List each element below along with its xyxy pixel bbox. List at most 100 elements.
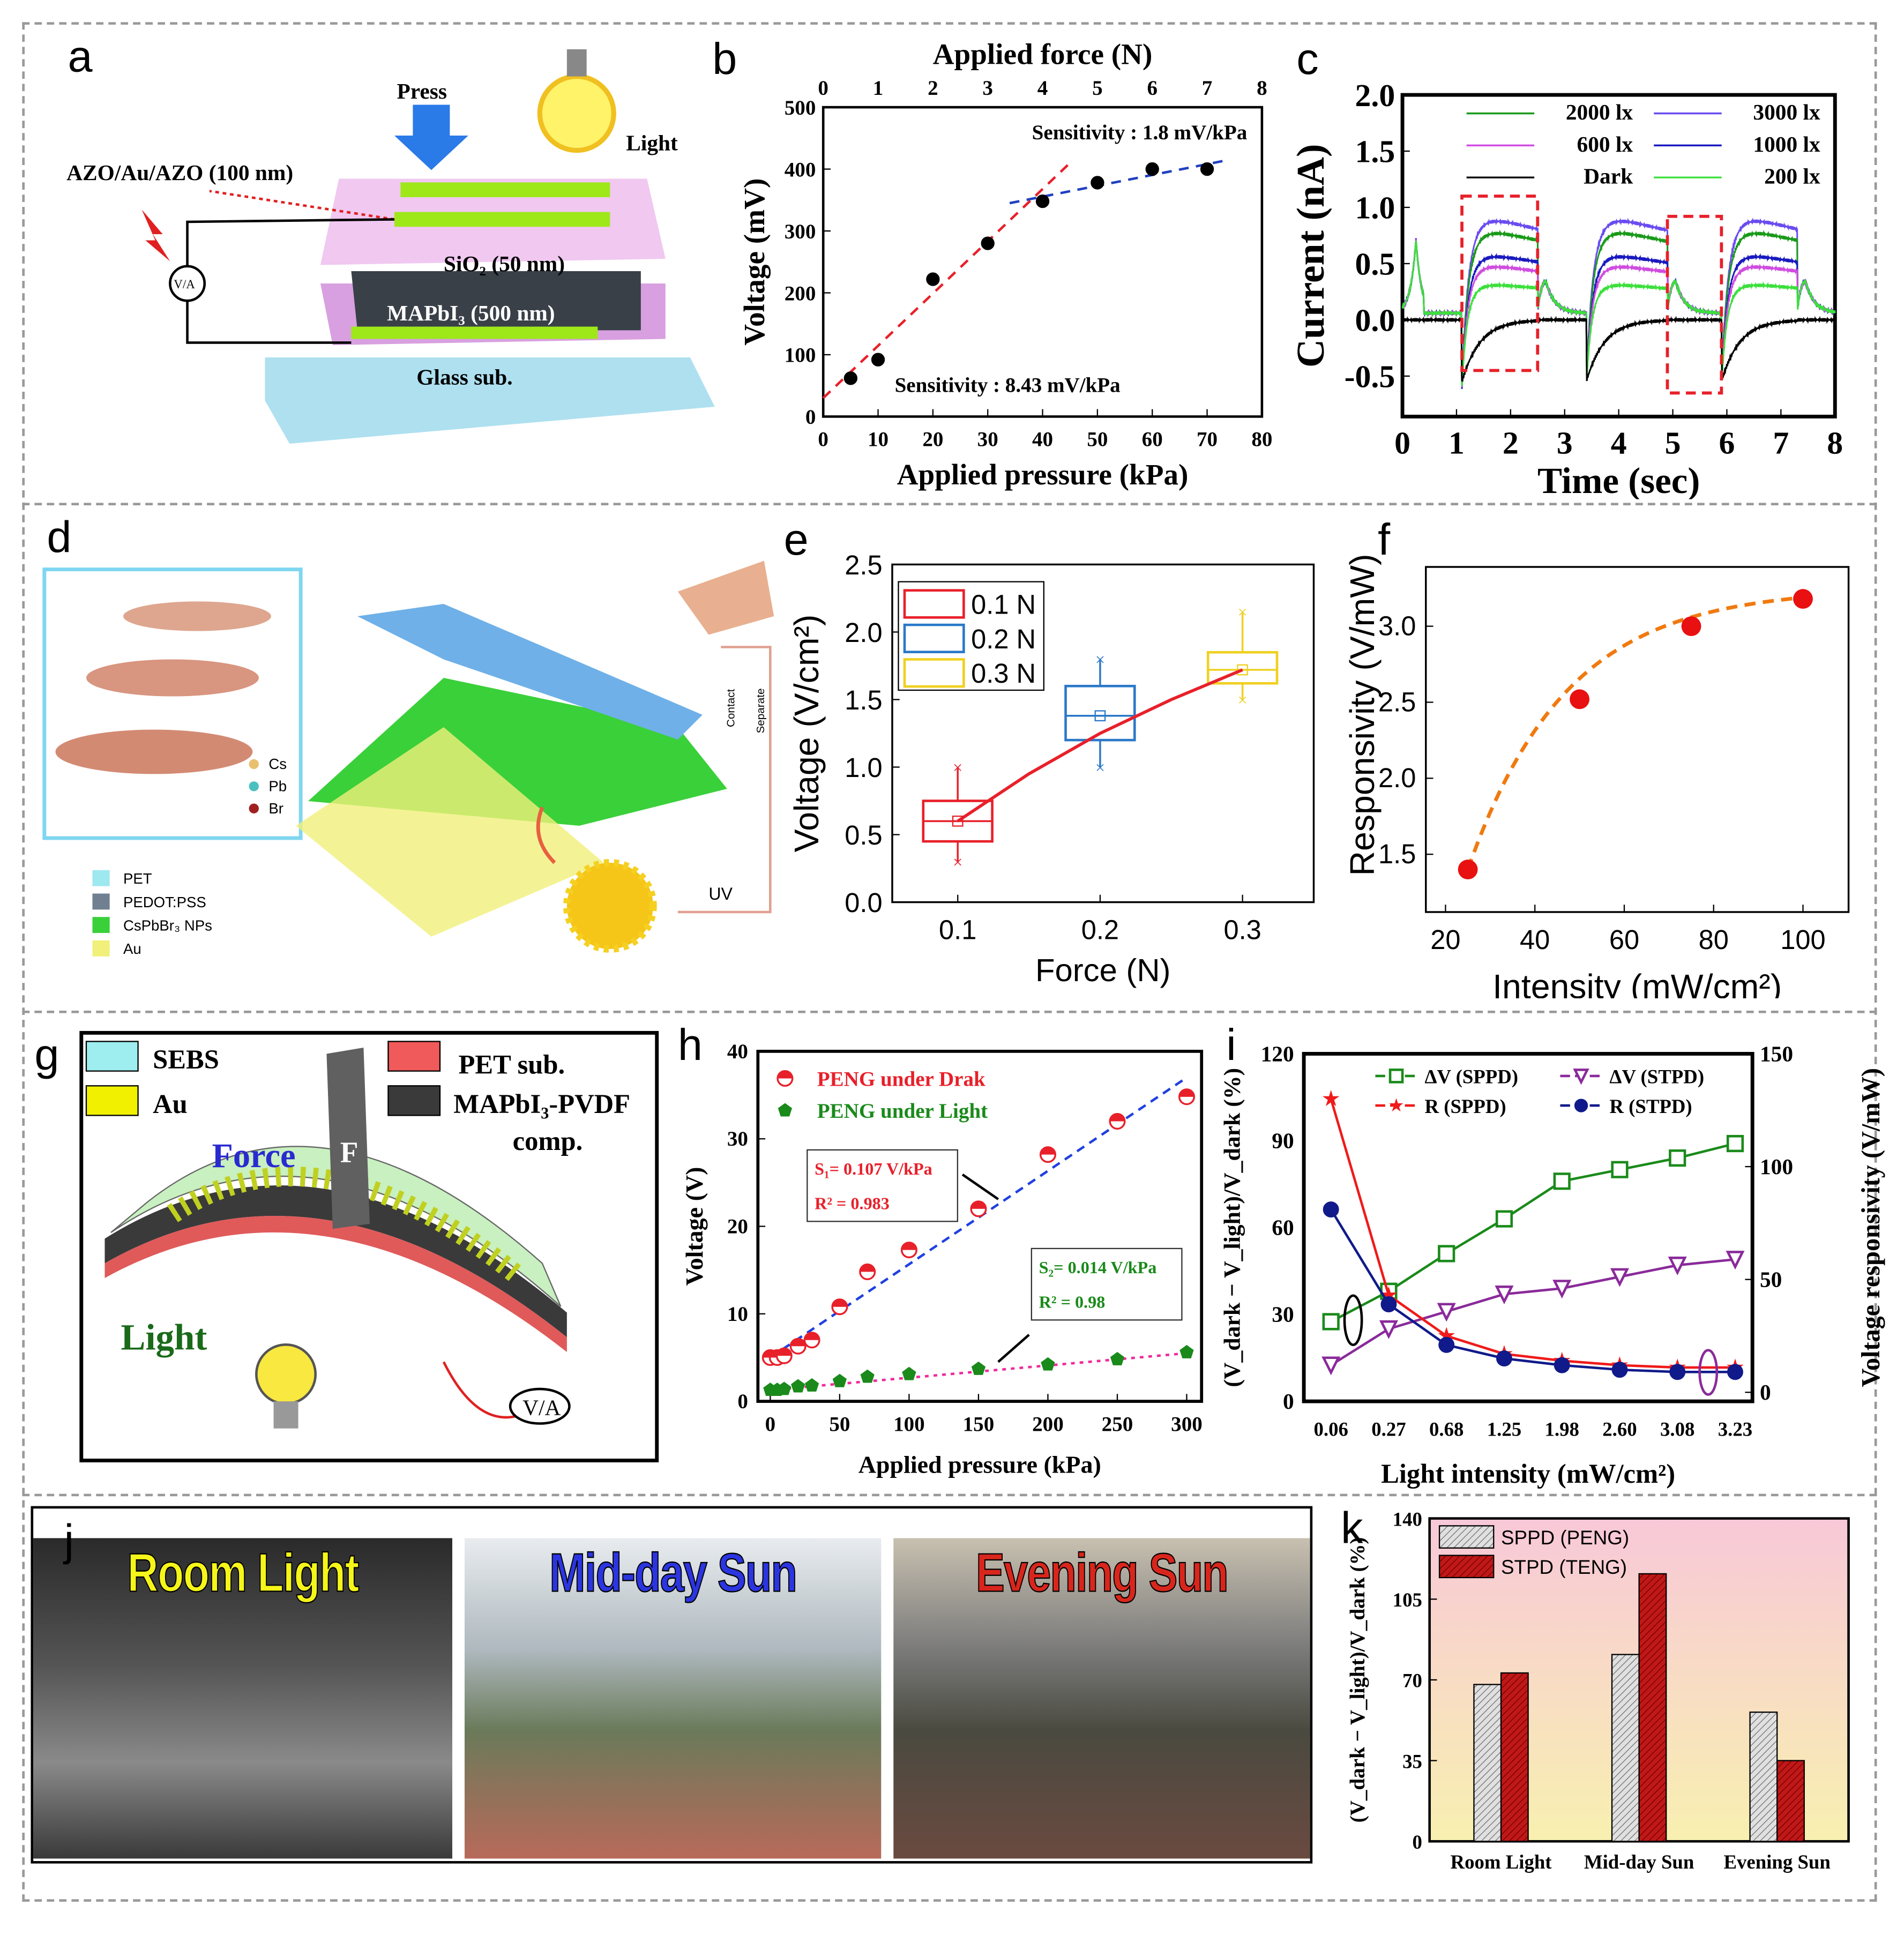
data-point [1726, 1251, 1745, 1270]
trend-line [957, 668, 1243, 823]
data-point-fill [1179, 1089, 1194, 1097]
x-tick-label: 0.06 [1313, 1418, 1348, 1440]
data-point [1554, 1357, 1570, 1373]
panel-label-k: k [1341, 1502, 1363, 1553]
photo-label: Room Light [126, 1542, 360, 1604]
data-point [1438, 1245, 1455, 1262]
y-tick-label: 0 [737, 1390, 748, 1413]
x-tick-label: 0.3 [1223, 915, 1261, 945]
data-point [981, 236, 995, 250]
x-tick-label: 50 [829, 1413, 850, 1436]
x-tick-label: 60 [1142, 428, 1163, 451]
device-schematic-d: Cs Pb Br PET PEDOT:PSS CsPbBr₃ NPs Au UV… [42, 561, 774, 957]
x-tick-label: 50 [1087, 428, 1108, 451]
legend-swatch [903, 658, 965, 688]
device-layer-blue [357, 604, 703, 739]
slope-annotation: S₂= 0.014 V/kPa [1039, 1258, 1157, 1277]
y-tick-label: 2.0 [845, 617, 882, 648]
legend-label: 1000 lx [1753, 132, 1820, 156]
sio2-label: SiO₂ (50 nm) [444, 251, 565, 277]
x-tick-label: 20 [1430, 924, 1460, 955]
legend-label: 0.1 N [971, 589, 1036, 619]
legend-label: 2000 lx [1566, 100, 1633, 124]
x2-tick-label: 3 [982, 77, 993, 100]
y-axis-title: Responsivity (V/mW) [1343, 554, 1382, 876]
box-mean [952, 816, 964, 827]
legend-swatch [903, 589, 965, 619]
series-line-3000-lx [1401, 217, 1836, 388]
legend-label: Dark [1584, 164, 1633, 189]
data-point [1611, 1161, 1629, 1178]
data-point [1668, 1256, 1687, 1276]
data-point [1379, 1320, 1398, 1339]
legend-label: 0.3 N [971, 658, 1036, 689]
figure-border [22, 22, 1877, 1902]
x-tick-label: 150 [963, 1413, 995, 1436]
pointer-arrow [961, 1174, 999, 1200]
legend-label: PET sub. [458, 1049, 565, 1079]
y-tick-label: 20 [727, 1215, 748, 1238]
chart-h-voltage-vs-pressure: 0 50 100 150 200 250 300 0 10 20 30 40 PENG under Dr… [681, 1040, 1204, 1478]
y-tick-label: 40 [727, 1040, 748, 1063]
bar-SPPD [1611, 1654, 1640, 1842]
y-tick-label: 1.5 [1378, 839, 1416, 869]
legend-label: PENG under Light [817, 1100, 988, 1123]
au-electrode [167, 1167, 524, 1283]
x-tick-label: 0 [818, 428, 828, 451]
bulb-socket [566, 49, 587, 77]
x-tick-label: 30 [977, 428, 998, 451]
x-axis-title: Applied pressure (kPa) [858, 1451, 1101, 1478]
series-line-1000-lx [1401, 238, 1836, 389]
data-point [1145, 162, 1159, 176]
x-tick-label: 0.2 [1081, 915, 1119, 945]
mapbi3-layer [351, 271, 641, 331]
row-divider [22, 503, 1877, 505]
legend-swatch-au [92, 940, 110, 957]
atom-label: Br [268, 800, 283, 817]
y-tick-label: 200 [785, 282, 816, 305]
x-tick-label: 1.25 [1487, 1418, 1521, 1440]
x2-tick-label: 0 [818, 77, 828, 100]
x-tick-label: 0 [765, 1413, 776, 1436]
series-line [1330, 1099, 1735, 1369]
chart-k-bar: 0 35 70 105 140 Room Light Mid-day Sun Evening … [1346, 1508, 1850, 1873]
legend-label: comp. [513, 1126, 583, 1156]
legend-label: R (SPPD) [1424, 1095, 1506, 1117]
outlier-x-marker: × [1238, 690, 1248, 709]
x-tick-label: 70 [1197, 428, 1218, 451]
legend-swatch-pedot [92, 893, 110, 910]
atom-label: Pb [268, 778, 287, 795]
x-axis-title: Applied pressure (kPa) [897, 458, 1189, 491]
data-point [1793, 589, 1813, 609]
x-tick-label: 100 [893, 1413, 925, 1436]
nanocrystal-lattice [55, 601, 271, 774]
bar-SPPD [1473, 1684, 1502, 1842]
legend-label: 3000 lx [1753, 100, 1820, 124]
layer-label: CsPbBr₃ NPs [123, 917, 212, 933]
y-axis-title: Current (nA) [1288, 144, 1332, 368]
data-point [1727, 1364, 1743, 1380]
atom-label: Cs [268, 756, 287, 772]
bar-STPD [1776, 1760, 1805, 1842]
photo-evening-sun: Evening Sun [893, 1538, 1310, 1859]
y2-tick-label: 150 [1760, 1041, 1793, 1066]
series-line-200-lx [1401, 241, 1836, 386]
legend-marker [1388, 1069, 1404, 1084]
meter-icon [509, 1387, 571, 1425]
plot-frame [822, 106, 1264, 418]
data-point [843, 371, 858, 385]
legend-label: MAPbI₃-PVDF [453, 1089, 630, 1119]
legend-swatch-au [85, 1085, 139, 1116]
x-tick-label: 0 [1394, 425, 1410, 460]
data-point [1726, 1134, 1744, 1153]
meter-label: V/A [174, 278, 195, 291]
photo-strip [31, 1506, 1313, 1864]
box-mean [1237, 664, 1248, 676]
legend-swatch-sebs [85, 1041, 139, 1072]
plot-frame [756, 1050, 1204, 1403]
r2-annotation: R² = 0.98 [1039, 1292, 1106, 1311]
x-tick-label: 250 [1102, 1413, 1133, 1436]
x2-tick-label: 2 [928, 77, 938, 100]
y-tick-label: 105 [1393, 1589, 1422, 1611]
data-point [1570, 689, 1589, 709]
